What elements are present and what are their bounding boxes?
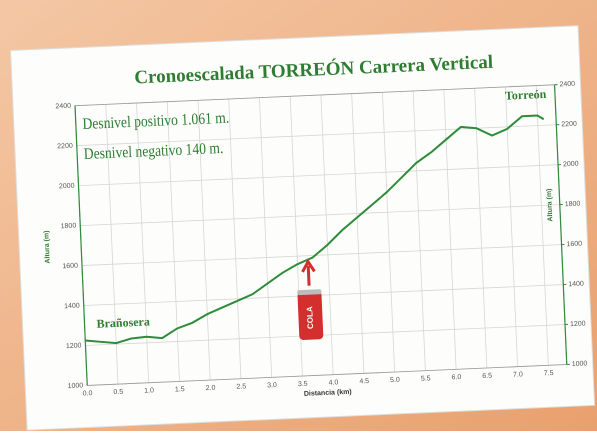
x-tick-label: 3.5 — [298, 381, 308, 388]
y-tick-label: 1400 — [64, 303, 80, 311]
x-tick-label: 3.0 — [267, 382, 277, 389]
x-tick-label: 5.0 — [390, 377, 400, 384]
annotation: Brañosera — [96, 314, 150, 330]
card: 1000 1200 1400 1600 1800 2000 2200 2400 1000 1200… — [11, 26, 595, 430]
x-tick-label: 7.0 — [513, 371, 523, 378]
can-top — [297, 289, 321, 295]
can-label: COLA — [305, 306, 315, 329]
y2-tick-label: 1000 — [572, 360, 588, 368]
x-tick-label: 2.0 — [206, 385, 216, 392]
annotation: Torreón — [505, 87, 547, 103]
y2-axis-label: Altura (m) — [546, 188, 554, 221]
x-tick-label: 5.5 — [421, 375, 431, 382]
y-tick-label: 2200 — [57, 143, 73, 151]
y-tick-label: 1200 — [66, 342, 82, 350]
y2-tick-label: 1200 — [570, 320, 586, 328]
y2-tick-label: 1400 — [568, 281, 584, 289]
x-tick-label: 1.0 — [144, 387, 154, 394]
y-tick-label: 2400 — [55, 103, 71, 111]
y2-tick-label: 1600 — [566, 241, 582, 249]
x-tick-label: 6.0 — [451, 374, 461, 381]
x-tick-label: 4.5 — [359, 378, 369, 385]
x-tick-label: 6.5 — [482, 373, 492, 380]
y2-tick-label: 1800 — [565, 201, 581, 209]
x-tick-label: 4.0 — [329, 379, 339, 386]
y2-tick-label: 2400 — [559, 81, 575, 89]
y-tick-label: 1600 — [62, 263, 78, 271]
y-axis-label: Altura (m) — [43, 230, 51, 263]
x-tick-label: 7.5 — [544, 370, 554, 377]
x-tick-label: 1.5 — [175, 386, 185, 393]
y2-tick-label: 2000 — [563, 161, 579, 169]
y2-tick-label: 2200 — [561, 121, 577, 129]
card-paper — [11, 26, 595, 430]
y-tick-label: 2000 — [59, 183, 75, 191]
x-tick-label: 2.5 — [236, 383, 246, 390]
y-tick-label: 1000 — [68, 382, 84, 390]
y-tick-label: 1800 — [61, 223, 77, 231]
x-tick-label: 0.5 — [113, 389, 123, 396]
x-tick-label: 0.0 — [83, 390, 93, 397]
